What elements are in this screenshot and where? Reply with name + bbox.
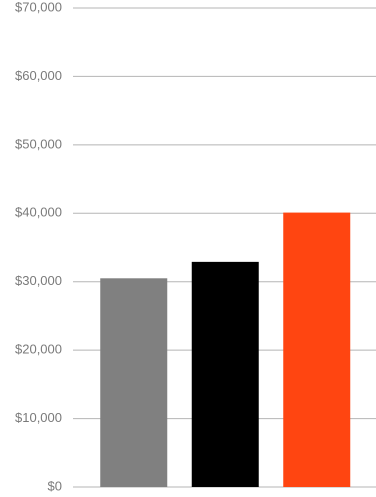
y-tick-label: $60,000 (15, 68, 62, 83)
y-tick-label: $20,000 (15, 342, 62, 357)
y-tick-label: $0 (48, 478, 62, 493)
y-tick-label: $70,000 (15, 0, 62, 14)
bar (283, 212, 351, 487)
y-tick-label: $30,000 (15, 273, 62, 288)
bar (100, 278, 168, 487)
bar (191, 261, 259, 487)
y-tick-label: $40,000 (15, 205, 62, 220)
y-tick-label: $10,000 (15, 410, 62, 425)
y-tick-label: $50,000 (15, 136, 62, 151)
